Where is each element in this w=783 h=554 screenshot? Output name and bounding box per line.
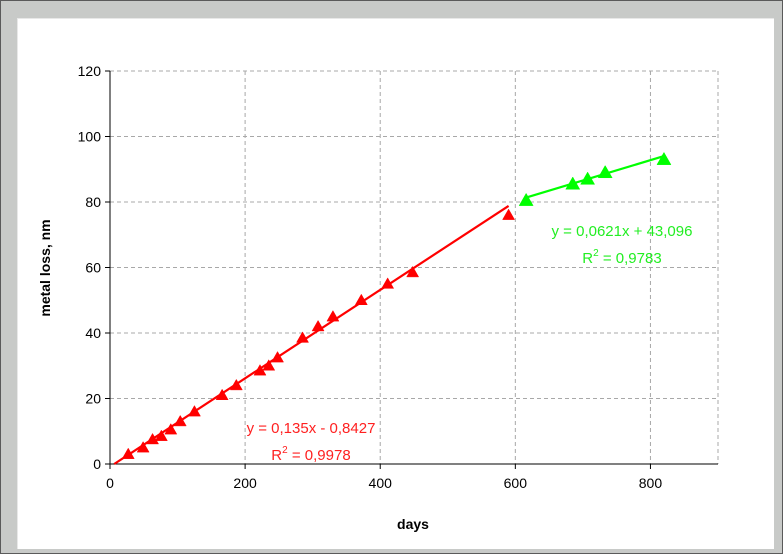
y-tick-label: 80 — [85, 194, 101, 210]
data-point-series-0 — [406, 265, 420, 278]
data-point-series-0 — [354, 293, 368, 305]
data-point-series-1 — [656, 151, 672, 165]
y-tick-label: 20 — [85, 391, 101, 407]
y-tick-label: 60 — [85, 260, 101, 276]
data-point-series-0 — [121, 447, 135, 459]
data-point-series-0 — [146, 432, 159, 445]
data-point-series-0 — [154, 429, 168, 441]
data-point-series-0 — [271, 351, 284, 363]
x-tick-label: 0 — [106, 475, 114, 491]
data-point-series-0 — [326, 310, 340, 322]
y-tick-label: 0 — [93, 456, 101, 472]
gridlines — [110, 70, 719, 464]
data-markers — [121, 151, 672, 459]
trendline-series-1 — [525, 155, 665, 199]
data-point-series-0 — [215, 388, 229, 400]
tick-labels: 0 20 40 60 80 100 120 0 200 400 600 800 — [78, 63, 663, 491]
x-tick-label: 400 — [369, 475, 393, 491]
green-trend-r2: R2 = 0,9783 — [582, 248, 661, 267]
y-axis-title: metal loss, nm — [37, 219, 53, 316]
x-axis-title: days — [397, 516, 429, 532]
data-point-series-1 — [597, 165, 613, 179]
chart-area — [17, 18, 774, 549]
data-point-series-0 — [136, 441, 150, 453]
data-point-series-0 — [173, 414, 187, 427]
red-trend-equation: y = 0,135x - 0,8427 — [247, 420, 376, 437]
data-point-series-0 — [164, 423, 178, 435]
data-point-series-0 — [229, 378, 243, 391]
x-tick-label: 200 — [233, 475, 257, 491]
data-point-series-0 — [311, 319, 325, 332]
y-tick-label: 40 — [85, 325, 101, 341]
data-point-series-0 — [502, 208, 516, 220]
axes — [105, 70, 718, 469]
data-point-series-0 — [381, 277, 395, 289]
data-point-series-1 — [518, 192, 534, 206]
x-tick-label: 800 — [639, 475, 663, 491]
data-point-series-0 — [188, 405, 201, 417]
x-tick-label: 600 — [504, 475, 528, 491]
data-point-series-0 — [262, 359, 276, 371]
y-tick-label: 100 — [78, 129, 102, 145]
y-tick-label: 120 — [78, 63, 102, 79]
data-point-series-0 — [296, 331, 309, 343]
data-point-series-1 — [565, 176, 581, 190]
green-trend-equation: y = 0,0621x + 43,096 — [552, 223, 693, 240]
data-point-series-1 — [580, 171, 596, 185]
red-trend-r2: R2 = 0,9978 — [271, 445, 350, 464]
